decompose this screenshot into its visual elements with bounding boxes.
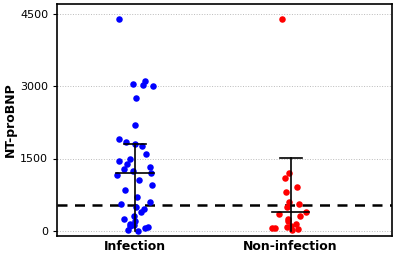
Point — [132, 142, 138, 146]
Point — [141, 207, 147, 211]
Point — [288, 224, 295, 228]
Point — [131, 219, 138, 223]
Point — [150, 84, 156, 88]
Point — [286, 171, 292, 175]
Point — [127, 224, 133, 228]
Point — [135, 228, 141, 233]
Point — [269, 226, 275, 230]
Point — [296, 202, 302, 206]
Point — [288, 228, 295, 232]
Point — [142, 226, 148, 231]
Point — [127, 222, 133, 226]
Point — [122, 188, 128, 192]
Point — [145, 225, 151, 229]
Point — [282, 176, 288, 180]
Point — [128, 157, 134, 161]
Point — [129, 82, 136, 86]
Point — [297, 214, 303, 218]
Point — [284, 205, 291, 209]
Point — [148, 183, 155, 187]
Point — [121, 217, 127, 221]
Point — [123, 140, 129, 144]
Point — [285, 217, 291, 221]
Point — [276, 212, 282, 216]
Point — [293, 222, 299, 226]
Point — [133, 96, 139, 100]
Point — [133, 195, 140, 199]
Point — [121, 167, 128, 171]
Point — [285, 219, 291, 223]
Y-axis label: NT-proBNP: NT-proBNP — [4, 82, 17, 157]
Point — [138, 209, 145, 214]
Point — [283, 190, 289, 194]
Point — [147, 200, 153, 204]
Point — [295, 227, 302, 232]
Point — [116, 159, 122, 163]
Point — [124, 162, 130, 166]
Point — [132, 123, 138, 127]
Point — [272, 226, 278, 231]
Point — [142, 79, 148, 83]
Point — [133, 205, 139, 209]
Point — [131, 223, 137, 227]
Point — [116, 137, 122, 141]
Point — [293, 185, 300, 189]
Point — [135, 178, 142, 182]
Point — [118, 202, 124, 206]
Point — [143, 152, 149, 156]
Point — [284, 225, 291, 229]
Point — [125, 228, 131, 232]
Point — [116, 17, 122, 21]
Point — [140, 83, 147, 87]
Point — [131, 214, 137, 218]
Point — [147, 165, 153, 169]
Point — [148, 171, 154, 175]
Point — [130, 169, 136, 173]
Point — [303, 209, 309, 214]
Point — [114, 173, 120, 177]
Point — [139, 144, 145, 149]
Point — [279, 17, 286, 21]
Point — [286, 200, 292, 204]
